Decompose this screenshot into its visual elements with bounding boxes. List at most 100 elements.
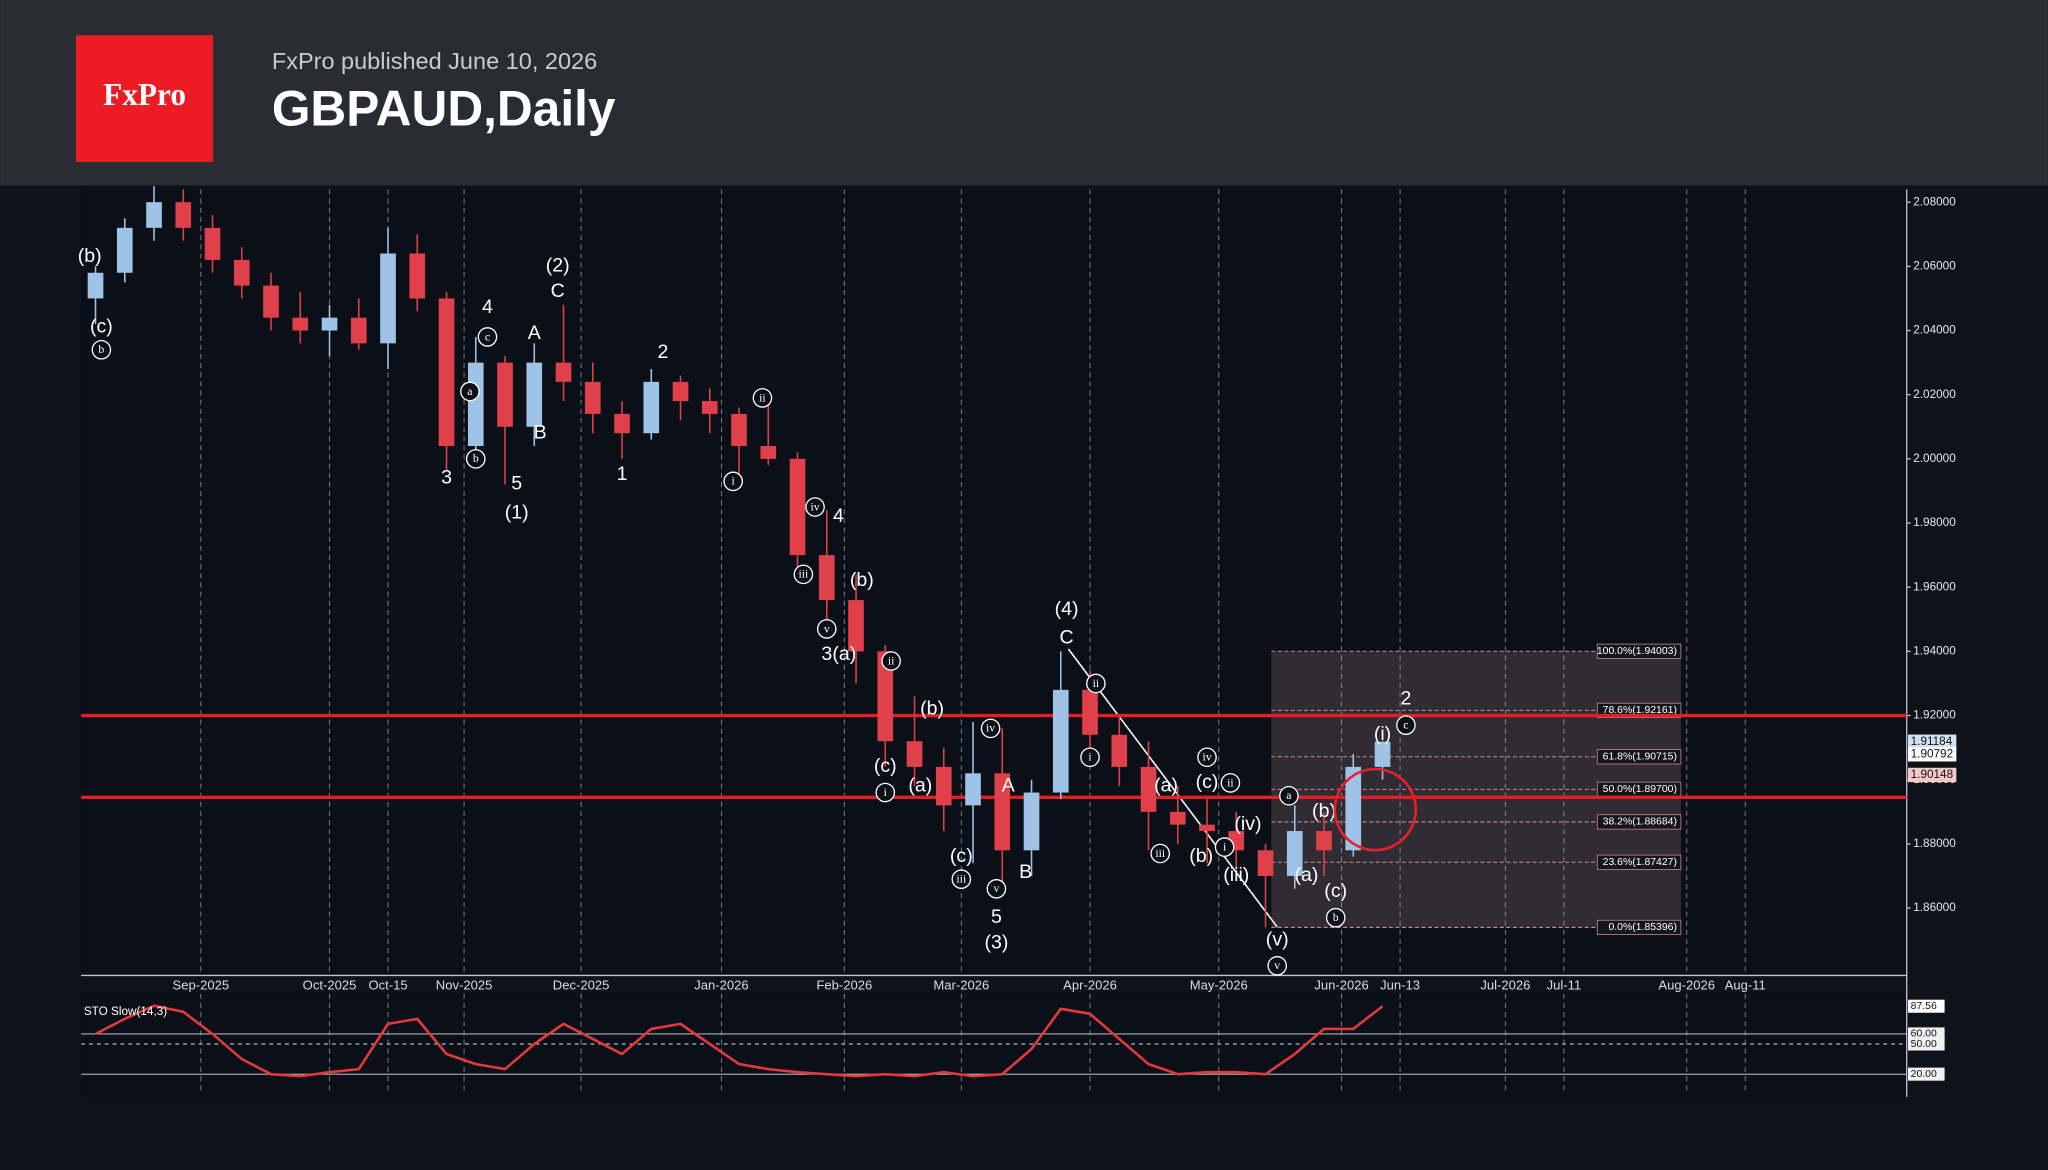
wave-label: c [485, 330, 490, 343]
logo-text: FxPro [103, 77, 186, 112]
wave-circle [1150, 843, 1171, 864]
x-tick-label: Dec-2025 [553, 977, 610, 992]
wave-circle [460, 381, 480, 402]
fib-label: 78.6%(1.92161) [1603, 705, 1677, 716]
y-tick-label: 1.92000 [1913, 709, 1956, 722]
wave-label: (b) [850, 569, 874, 591]
wave-label: C [551, 280, 565, 302]
indicator-tick-label: 50.00 [1911, 1039, 1937, 1050]
x-tick-label: Aug-2026 [1658, 977, 1715, 992]
indicator-panel [81, 993, 1907, 1097]
wave-circle [875, 782, 896, 803]
wave-circle [752, 388, 773, 408]
candle-body [409, 253, 426, 299]
candle-body [438, 298, 455, 447]
candle-body [906, 741, 923, 767]
x-tick-label: Jul-11 [1547, 977, 1582, 992]
price-label-box [1908, 767, 1957, 783]
fib-label: 100.0%(1.94003) [1597, 646, 1677, 657]
wave-label: (c) [950, 845, 973, 867]
indicator-title: STO Slow(14,3) [84, 1005, 167, 1018]
x-tick-label: Aug-11 [1725, 977, 1766, 992]
wave-label: i [1088, 751, 1092, 764]
x-tick-label: Nov-2025 [436, 977, 493, 992]
wave-label: b [473, 452, 479, 465]
x-tick-label: Jun-13 [1380, 977, 1420, 992]
y-tick-label: 2.08000 [1913, 195, 1956, 208]
candle-body [1111, 734, 1128, 767]
logo [75, 35, 214, 162]
indicator-tick-box [1908, 1067, 1945, 1081]
wave-label: 3 [821, 643, 832, 665]
wave-label: (a) [1295, 864, 1319, 886]
wave-label: (v) [1266, 928, 1289, 950]
wave-label: C [1060, 627, 1074, 649]
candle-body [292, 317, 309, 331]
price-label-box [1908, 747, 1957, 762]
indicator-last-label: 87.56 [1911, 1001, 1937, 1012]
title: GBPAUD,Daily [272, 80, 616, 136]
candle-body [1169, 811, 1186, 825]
candle-body [467, 362, 484, 447]
wave-label: 2 [658, 341, 669, 363]
x-tick-label: Sep-2025 [173, 977, 230, 992]
candle-body [380, 253, 396, 344]
wave-label: (iv) [1234, 813, 1261, 835]
candle-body [204, 227, 221, 260]
x-tick-label: Mar-2026 [933, 977, 989, 992]
fib-label: 0.0%(1.85396) [1608, 922, 1676, 933]
wave-label: (a) [1154, 774, 1178, 796]
y-tick-label: 1.94000 [1913, 644, 1956, 657]
wave-label: iv [986, 722, 995, 735]
wave-label: ii [759, 391, 766, 404]
wave-circle [881, 651, 901, 671]
wave-label: iii [798, 568, 809, 581]
wave-label: i [732, 475, 736, 488]
wave-label: (3) [984, 932, 1008, 954]
candle-body [526, 362, 543, 427]
published: FxPro published June 10, 2026 [272, 48, 597, 74]
wave-circle [816, 619, 837, 639]
candle-body [672, 381, 689, 402]
candle-body [497, 362, 513, 427]
wave-label: (4) [1055, 598, 1079, 620]
x-tick-label: Feb-2026 [816, 977, 872, 992]
wave-label: (i) [1374, 723, 1391, 745]
last-price-label-box [1908, 734, 1957, 749]
candle-body [1345, 766, 1362, 851]
wave-circle [1197, 747, 1217, 768]
candle-body [321, 317, 338, 331]
y-tick-label: 1.96000 [1913, 580, 1956, 593]
wave-label: a [1286, 789, 1292, 802]
wave-circle [793, 564, 814, 585]
wave-label: ii [1093, 677, 1100, 690]
wave-label: 3 [441, 466, 452, 488]
x-tick-label: Oct-15 [368, 977, 407, 992]
x-tick-label: Oct-2025 [303, 977, 357, 992]
x-tick-label: Jan-2026 [694, 977, 748, 992]
candle-body [1082, 689, 1098, 735]
wave-circle [1080, 747, 1100, 768]
highlight-circle [1333, 767, 1418, 852]
wave-circle [1267, 956, 1288, 976]
wave-label: (c) [1324, 880, 1347, 902]
indicator-tick-box [1908, 1027, 1945, 1041]
wave-circle [1086, 673, 1106, 694]
candle-body [1257, 850, 1274, 876]
trend-line [1067, 648, 1278, 928]
candle-body [1140, 766, 1157, 812]
wave-label: c [1403, 719, 1408, 732]
wave-label: 2 [1400, 688, 1411, 710]
price-label: 1.90148 [1911, 768, 1954, 781]
wave-circle [1396, 715, 1416, 735]
wave-label: iii [956, 873, 967, 886]
x-tick-label: May-2026 [1190, 977, 1248, 992]
x-tick-label: Jul-2026 [1480, 977, 1530, 992]
fib-label: 23.6%(1.87427) [1603, 857, 1677, 868]
candle-body [175, 202, 192, 228]
header-bar [0, 0, 2048, 186]
indicator-tick-label: 20.00 [1911, 1069, 1937, 1080]
fib-label-box [1596, 749, 1682, 765]
